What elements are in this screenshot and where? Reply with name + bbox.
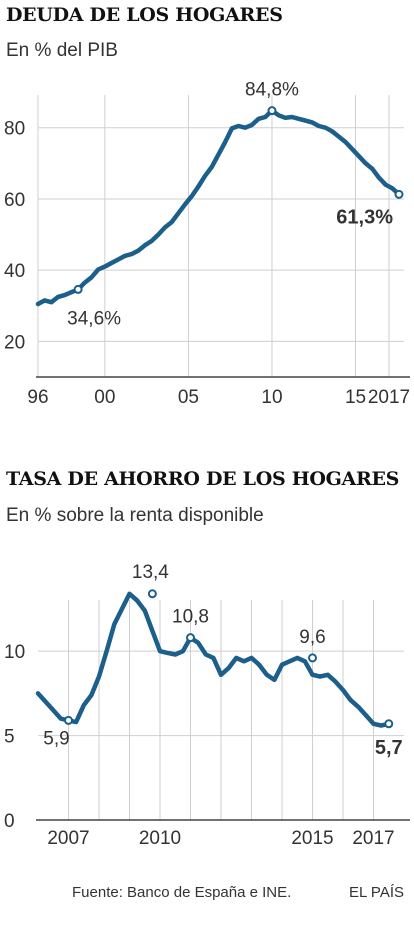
data-point-marker (394, 189, 404, 199)
chart2-title: TASA DE AHORRO DE LOS HOGARES (6, 468, 400, 490)
data-label: 84,8% (245, 80, 299, 101)
x-tick-label: 00 (94, 387, 115, 408)
x-tick-label: 05 (178, 387, 199, 408)
data-label: 9,6 (299, 627, 325, 648)
debt-series-line (35, 108, 402, 307)
data-label: 61,3% (336, 206, 393, 228)
data-point-marker (64, 715, 73, 725)
chart1-subtitle: En % del PIB (6, 40, 118, 61)
data-point-marker (308, 653, 317, 663)
y-tick-label: 5 (4, 727, 15, 748)
x-tick-label: 10 (261, 387, 282, 408)
y-tick-label: 20 (4, 332, 25, 353)
data-label: 10,8 (172, 607, 209, 628)
data-point-marker (147, 589, 157, 599)
x-tick-label: 96 (27, 387, 48, 408)
chart1-title: DEUDA DE LOS HOGARES (6, 4, 283, 26)
x-tick-label: 2017 (352, 828, 394, 849)
x-tick-label: 15 (345, 387, 366, 408)
data-label: 13,4 (132, 562, 169, 583)
saving-rate-chart: 0 5 10 2007 2010 2015 2017 5,9 13,4 10,8 9,6 5,7 (4, 562, 410, 849)
y-tick-label: 10 (4, 642, 25, 663)
data-point-marker (384, 719, 394, 729)
chart2-subtitle: En % sobre la renta disponible (6, 505, 264, 526)
x-tick-label: 2010 (139, 828, 181, 849)
data-point-marker (267, 106, 277, 116)
debt-chart: 20 40 60 80 96 00 05 10 15 2017 34,6% 84,8% 61,3% (4, 80, 410, 408)
source-note: Fuente: Banco de España e INE. (72, 884, 292, 901)
x-tick-label: 2017 (368, 387, 410, 408)
x-tick-label: 2007 (47, 828, 89, 849)
y-tick-label: 60 (4, 190, 25, 211)
publisher-logo: EL PAÍS (348, 884, 404, 901)
data-point-marker (73, 284, 83, 294)
y-tick-label: 80 (4, 119, 25, 140)
x-tick-label: 2015 (291, 828, 333, 849)
saving-rate-series-line (35, 591, 392, 728)
data-label: 34,6% (67, 308, 121, 329)
data-label: 5,7 (375, 737, 403, 759)
y-tick-label: 0 (4, 811, 15, 832)
data-point-marker (186, 633, 195, 643)
y-tick-label: 40 (4, 261, 25, 282)
data-label: 5,9 (43, 728, 69, 749)
